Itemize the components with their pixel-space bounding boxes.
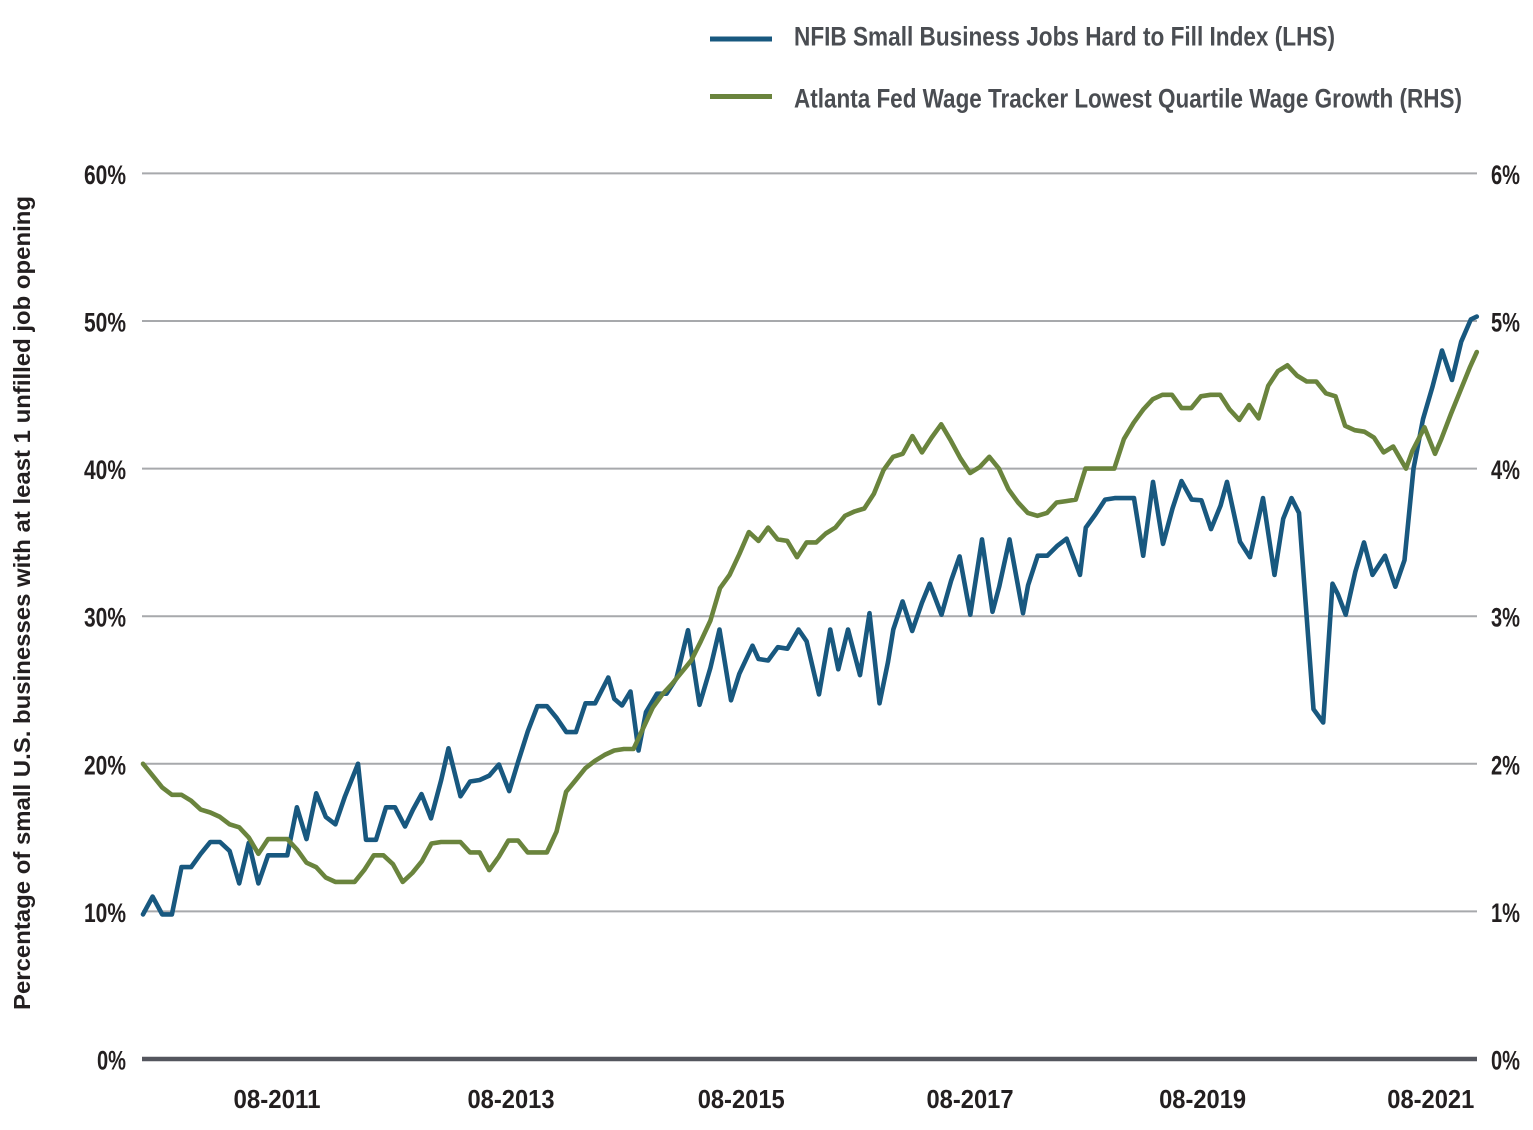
svg-text:NFIB Small Business Jobs Hard: NFIB Small Business Jobs Hard to Fill In… bbox=[794, 22, 1335, 52]
svg-text:08-2019: 08-2019 bbox=[1159, 1084, 1246, 1114]
svg-text:Atlanta Fed Wage Tracker Lowes: Atlanta Fed Wage Tracker Lowest Quartile… bbox=[794, 84, 1462, 114]
svg-text:0%: 0% bbox=[1491, 1046, 1520, 1076]
svg-text:40%: 40% bbox=[84, 455, 126, 485]
svg-text:08-2017: 08-2017 bbox=[927, 1084, 1014, 1114]
svg-text:08-2021: 08-2021 bbox=[1387, 1084, 1474, 1114]
svg-text:1%: 1% bbox=[1491, 898, 1520, 928]
svg-text:50%: 50% bbox=[84, 308, 126, 338]
svg-text:6%: 6% bbox=[1491, 160, 1520, 190]
svg-text:30%: 30% bbox=[84, 603, 126, 633]
svg-text:3%: 3% bbox=[1491, 603, 1520, 633]
svg-text:08-2013: 08-2013 bbox=[468, 1084, 555, 1114]
svg-text:08-2015: 08-2015 bbox=[698, 1084, 785, 1114]
svg-text:4%: 4% bbox=[1491, 455, 1520, 485]
svg-text:0%: 0% bbox=[97, 1046, 126, 1076]
svg-text:20%: 20% bbox=[84, 750, 126, 780]
svg-text:Percentage of small U.S. busin: Percentage of small U.S. businesses with… bbox=[9, 196, 35, 1010]
svg-text:10%: 10% bbox=[84, 898, 126, 928]
svg-text:60%: 60% bbox=[84, 160, 126, 190]
svg-text:5%: 5% bbox=[1491, 308, 1520, 338]
svg-text:08-2011: 08-2011 bbox=[234, 1084, 321, 1114]
svg-text:2%: 2% bbox=[1491, 750, 1520, 780]
